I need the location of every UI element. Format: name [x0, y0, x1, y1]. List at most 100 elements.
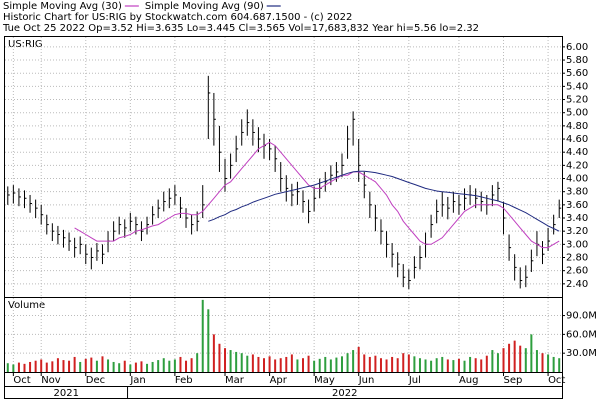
x-tick-label: Mar [225, 375, 245, 386]
y-tick-label: 4.60 [566, 134, 588, 145]
volume-bar [235, 351, 238, 372]
volume-bar [318, 358, 321, 372]
year-label: 2021 [54, 388, 79, 399]
volume-bar [79, 361, 82, 372]
volume-bar [524, 348, 527, 372]
volume-bar [324, 356, 327, 372]
moving-average-line [74, 141, 560, 249]
chart-title: Historic Chart for US:RIG by Stockwatch.… [3, 12, 352, 23]
volume-bar [274, 359, 277, 372]
volume-bar [363, 354, 366, 372]
volume-bar [107, 359, 110, 372]
volume-bar [168, 360, 171, 372]
volume-bar [146, 363, 149, 372]
volume-bar [151, 361, 154, 372]
volume-bar [134, 362, 137, 372]
volume-bar [513, 340, 516, 372]
volume-bar [541, 353, 544, 372]
x-tick-label: Apr [270, 375, 288, 386]
volume-bar [441, 356, 444, 372]
y-tick-label: 3.80 [566, 187, 588, 198]
volume-bar [257, 356, 260, 372]
volume-bar [396, 358, 399, 372]
y-tick-label: 30.0M [566, 348, 597, 359]
volume-bar [530, 334, 533, 372]
y-tick-label: 3.40 [566, 213, 588, 224]
volume-bar [452, 360, 455, 372]
volume-bar [296, 359, 299, 372]
volume-bar [446, 359, 449, 372]
volume-bar [56, 358, 59, 372]
volume-bar [385, 359, 388, 372]
volume-bar [552, 356, 555, 372]
volume-bar [268, 356, 271, 372]
y-tick-label: 4.80 [566, 121, 588, 132]
volume-bar [435, 358, 438, 372]
volume-bar [201, 299, 204, 372]
volume-bar [68, 360, 71, 372]
volume-bar [491, 350, 494, 372]
x-tick-label: Oct [13, 375, 30, 386]
y-tick-label: 2.40 [566, 279, 588, 290]
volume-bar [329, 359, 332, 372]
y-tick-label: 2.60 [566, 266, 588, 277]
volume-bar [508, 343, 511, 372]
symbol-label: US:RIG [8, 39, 43, 50]
volume-bar [112, 361, 115, 372]
volume-bar [17, 362, 20, 372]
volume-bar [519, 345, 522, 372]
volume-bar [90, 357, 93, 372]
volume-bar [196, 353, 199, 372]
x-tick-label: Dec [86, 375, 105, 386]
volume-bar [418, 358, 421, 372]
volume-bar [469, 356, 472, 372]
volume-bar [463, 360, 466, 372]
volume-bar [101, 356, 104, 372]
volume-bar [95, 360, 98, 372]
volume-bar [73, 356, 76, 372]
y-tick-label: 90.0M [566, 311, 597, 322]
volume-bar [313, 360, 316, 372]
x-tick-label: Feb [175, 375, 193, 386]
y-tick-label: 4.00 [566, 174, 588, 185]
volume-bar [157, 360, 160, 372]
y-tick-label: 4.40 [566, 147, 588, 158]
x-tick-label: Sep [504, 375, 523, 386]
legend-label: Simple Moving Avg (30) [3, 1, 122, 12]
volume-bar [246, 355, 249, 372]
y-tick-label: 5.80 [566, 55, 588, 66]
volume-bar [240, 353, 243, 372]
chart-frame [4, 36, 563, 399]
volume-bar [23, 363, 26, 372]
volume-bar [547, 354, 550, 372]
y-tick-label: 3.00 [566, 239, 588, 250]
volume-bar [285, 356, 288, 372]
volume-bar [12, 364, 15, 372]
legend-label: Simple Moving Avg (90) [145, 1, 264, 12]
volume-bar [162, 358, 165, 372]
x-tick-label: May [314, 375, 335, 386]
y-tick-label: 6.00 [566, 42, 588, 53]
volume-bar [402, 353, 405, 372]
volume-bar [173, 359, 176, 372]
volume-bar [301, 358, 304, 372]
volume-bar [279, 358, 282, 372]
volume-bar [251, 354, 254, 372]
volume-bar [485, 355, 488, 372]
volume-bar [480, 359, 483, 372]
x-tick-label: Jan [129, 375, 145, 386]
volume-bar [335, 357, 338, 372]
volume-bar [263, 358, 266, 372]
volume-bar [207, 309, 210, 372]
volume-bar [391, 356, 394, 372]
volume-bar [474, 358, 477, 372]
volume-bar [368, 356, 371, 372]
volume-bar [457, 358, 460, 372]
volume-bar [224, 348, 227, 372]
volume-bar [413, 356, 416, 372]
volume-bar [502, 348, 505, 372]
y-tick-label: 3.20 [566, 226, 588, 237]
volume-label: Volume [8, 300, 45, 311]
y-tick-label: 60.0M [566, 329, 597, 340]
